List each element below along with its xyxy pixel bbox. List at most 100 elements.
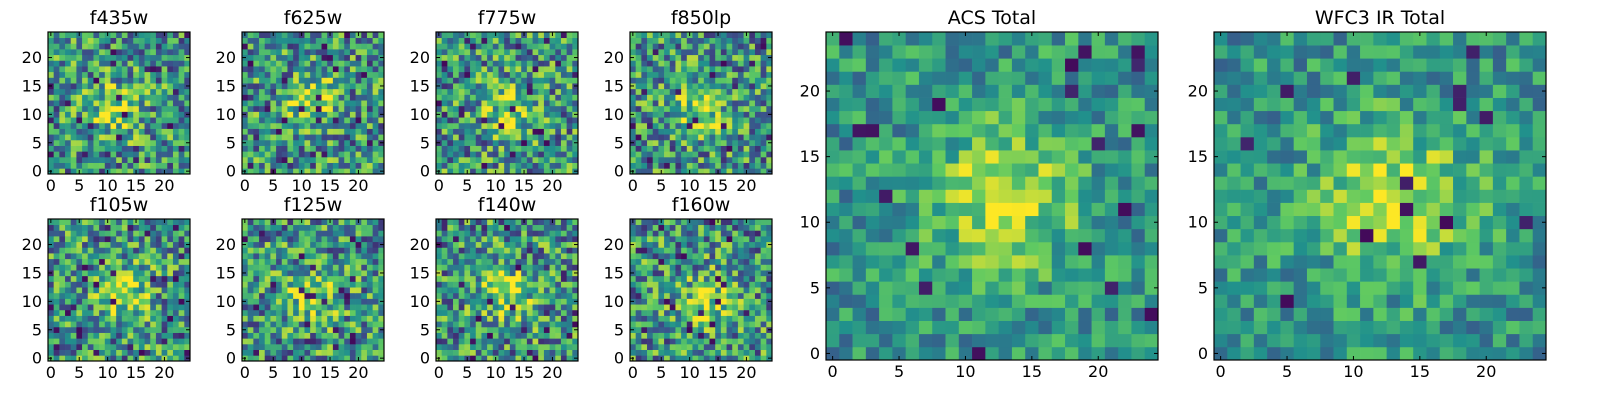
heatmap-cell	[526, 37, 533, 44]
heatmap-cell	[315, 111, 322, 118]
heatmap-cell	[70, 230, 77, 237]
heatmap-cell	[116, 111, 123, 118]
heatmap-cell	[366, 162, 373, 169]
heatmap-cell	[521, 139, 528, 146]
heatmap-cell	[743, 71, 750, 78]
heatmap-cell	[681, 83, 688, 90]
heatmap-cell	[99, 287, 106, 294]
heatmap-cell	[498, 105, 505, 112]
heatmap-cell	[138, 321, 145, 328]
heatmap-cell	[515, 349, 522, 356]
heatmap-cell	[116, 88, 123, 95]
heatmap-cell	[298, 321, 305, 328]
heatmap-cell	[178, 49, 185, 56]
heatmap-cell	[538, 128, 545, 135]
heatmap-cell	[549, 162, 556, 169]
heatmap-cell	[709, 162, 716, 169]
heatmap-cell	[48, 60, 55, 67]
panel-3-title: f775w	[478, 7, 537, 29]
heatmap-cell	[321, 275, 328, 282]
heatmap-cell	[481, 326, 488, 333]
heatmap-cell	[127, 281, 134, 288]
heatmap-cell	[549, 111, 556, 118]
heatmap-cell	[155, 315, 162, 322]
heatmap-cell	[475, 338, 482, 345]
heatmap-cell	[110, 332, 117, 339]
heatmap-cell	[652, 66, 659, 73]
heatmap-cell	[647, 43, 654, 50]
heatmap-cell	[652, 281, 659, 288]
heatmap-cell	[498, 287, 505, 294]
heatmap-cell	[65, 32, 72, 39]
heatmap-cell	[304, 264, 311, 271]
heatmap-cell	[110, 326, 117, 333]
heatmap-cell	[749, 83, 756, 90]
heatmap-cell	[127, 54, 134, 61]
heatmap-cell	[270, 66, 277, 73]
heatmap-cell	[276, 281, 283, 288]
heatmap-cell	[526, 100, 533, 107]
heatmap-cell	[110, 309, 117, 316]
heatmap-cell	[664, 151, 671, 158]
heatmap-cell	[242, 247, 249, 254]
heatmap-cell	[121, 292, 128, 299]
heatmap-cell	[155, 258, 162, 265]
heatmap-cell	[242, 94, 249, 101]
heatmap-cell	[172, 122, 179, 129]
heatmap-cell	[144, 241, 151, 248]
heatmap-cell	[538, 258, 545, 265]
heatmap-cell	[281, 241, 288, 248]
heatmap-cell	[441, 88, 448, 95]
heatmap-cell	[161, 309, 168, 316]
heatmap-cell	[635, 349, 642, 356]
heatmap-cell	[572, 275, 579, 282]
heatmap-cell	[76, 94, 83, 101]
heatmap-cell	[76, 122, 83, 129]
heatmap-cell	[276, 224, 283, 231]
heatmap-cell	[664, 332, 671, 339]
heatmap-cell	[138, 338, 145, 345]
heatmap-cell	[121, 236, 128, 243]
heatmap-cell	[355, 105, 362, 112]
heatmap-cell	[538, 111, 545, 118]
heatmap-cell	[447, 275, 454, 282]
heatmap-cell	[304, 292, 311, 299]
heatmap-cell	[458, 315, 465, 322]
heatmap-cell	[110, 117, 117, 124]
heatmap-cell	[144, 304, 151, 311]
heatmap-cell	[264, 54, 271, 61]
heatmap-cell	[178, 168, 185, 175]
heatmap-cell	[93, 343, 100, 350]
heatmap-cell	[304, 122, 311, 129]
heatmap-cell	[732, 145, 739, 152]
heatmap-cell	[355, 292, 362, 299]
heatmap-cell	[321, 162, 328, 169]
heatmap-cell	[521, 37, 528, 44]
heatmap-cell	[630, 94, 637, 101]
heatmap-cell	[715, 338, 722, 345]
heatmap-cell	[686, 128, 693, 135]
heatmap-cell	[641, 100, 648, 107]
heatmap-cell	[555, 88, 562, 95]
heatmap-cell	[355, 338, 362, 345]
heatmap-cell	[487, 66, 494, 73]
heatmap-cell	[572, 105, 579, 112]
heatmap-cell	[355, 309, 362, 316]
heatmap-cell	[669, 145, 676, 152]
heatmap-cell	[361, 156, 368, 163]
heatmap-cell	[242, 332, 249, 339]
heatmap-cell	[754, 77, 761, 84]
heatmap-cell	[481, 315, 488, 322]
heatmap-cell	[361, 43, 368, 50]
heatmap-cell	[59, 168, 66, 175]
heatmap-cell	[304, 105, 311, 112]
heatmap-cell	[70, 88, 77, 95]
heatmap-cell	[538, 117, 545, 124]
heatmap-cell	[635, 37, 642, 44]
heatmap-cell	[464, 60, 471, 67]
heatmap-cell	[293, 241, 300, 248]
heatmap-cell	[630, 304, 637, 311]
heatmap-cell	[521, 343, 528, 350]
heatmap-cell	[247, 349, 254, 356]
heatmap-cell	[247, 32, 254, 39]
